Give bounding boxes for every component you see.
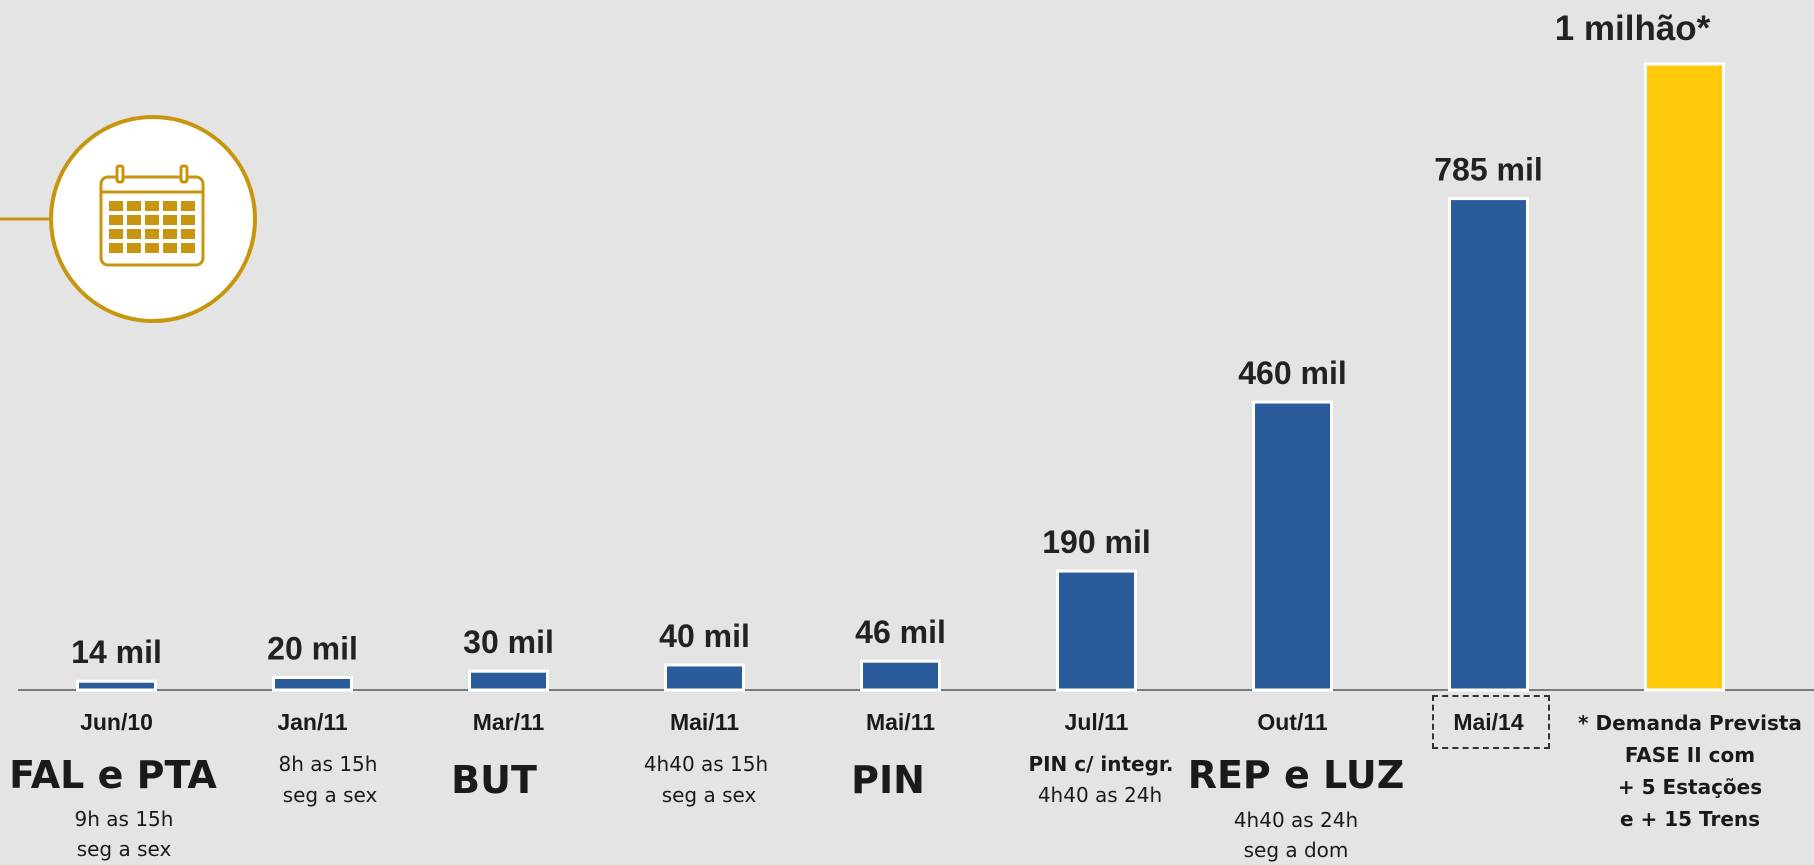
calendar-cell bbox=[109, 215, 123, 225]
category-label-2: Jan/11 bbox=[277, 709, 348, 735]
days-label-out11: seg a dom bbox=[1243, 838, 1349, 862]
calendar-cell bbox=[127, 215, 141, 225]
hours-label-mai11: 4h40 as 15h bbox=[643, 752, 769, 776]
category-label-7: Out/11 bbox=[1257, 709, 1328, 735]
category-label-5: Mai/11 bbox=[866, 709, 935, 735]
note-line-3: + 5 Estações bbox=[1617, 775, 1763, 799]
category-label-3: Mar/11 bbox=[473, 709, 545, 735]
station-label-but: BUT bbox=[451, 758, 537, 802]
days-label-mai11: seg a sex bbox=[661, 783, 757, 807]
calendar-cell bbox=[163, 201, 177, 211]
hours-label-jun10: 9h as 15h bbox=[74, 807, 174, 831]
station-label-pin-integr: PIN c/ integr. bbox=[1028, 752, 1174, 776]
value-label-1: 14 mil bbox=[71, 634, 162, 670]
calendar-cell bbox=[127, 243, 141, 253]
category-label-4: Mai/11 bbox=[670, 709, 739, 735]
value-label-9: 1 milhão* bbox=[1555, 9, 1711, 48]
days-label-jan11: seg a sex bbox=[282, 783, 378, 807]
calendar-cell bbox=[163, 243, 177, 253]
value-label-3: 30 mil bbox=[463, 624, 554, 660]
hours-label-out11: 4h40 as 24h bbox=[1233, 808, 1359, 832]
bar-6 bbox=[1056, 569, 1137, 692]
value-label-4: 40 mil bbox=[659, 618, 750, 654]
calendar-cell bbox=[163, 215, 177, 225]
note-line-2: FASE II com bbox=[1624, 743, 1756, 767]
calendar-cell bbox=[163, 229, 177, 239]
calendar-cell bbox=[145, 201, 159, 211]
note-line-4: e + 15 Trens bbox=[1619, 807, 1761, 831]
calendar-cell bbox=[109, 201, 123, 211]
station-label-fal-pta: FAL e PTA bbox=[9, 753, 217, 797]
forecast-note: * Demanda Prevista FASE II com + 5 Estaç… bbox=[1578, 707, 1802, 835]
bar-5 bbox=[860, 659, 941, 692]
hours-label-jan11: 8h as 15h bbox=[278, 752, 378, 776]
calendar-cell bbox=[109, 243, 123, 253]
bar-8 bbox=[1448, 197, 1529, 692]
value-label-2: 20 mil bbox=[267, 630, 358, 666]
days-label-jun10: seg a sex bbox=[76, 837, 172, 861]
station-label-rep-luz: REP e LUZ bbox=[1187, 753, 1405, 797]
calendar-cell bbox=[127, 201, 141, 211]
category-label-8: Mai/14 bbox=[1453, 709, 1524, 735]
category-label-1: Jun/10 bbox=[80, 709, 153, 735]
value-label-8: 785 mil bbox=[1434, 152, 1543, 188]
calendar-cell bbox=[109, 229, 123, 239]
calendar-badge bbox=[0, 115, 257, 323]
bar-2 bbox=[272, 675, 353, 692]
calendar-cell bbox=[181, 229, 195, 239]
highlight-box-mai14 bbox=[1432, 695, 1550, 749]
bar-9 bbox=[1644, 62, 1725, 692]
calendar-cell bbox=[127, 229, 141, 239]
calendar-cell bbox=[181, 201, 195, 211]
calendar-cell bbox=[145, 229, 159, 239]
value-label-5: 46 mil bbox=[855, 614, 946, 650]
station-label-pin: PIN bbox=[851, 758, 925, 802]
value-label-7: 460 mil bbox=[1238, 355, 1347, 391]
bar-1 bbox=[76, 679, 157, 692]
value-label-6: 190 mil bbox=[1042, 524, 1151, 560]
calendar-icon bbox=[99, 164, 205, 267]
calendar-cell bbox=[181, 243, 195, 253]
bar-4 bbox=[664, 663, 745, 692]
category-label-6: Jul/11 bbox=[1065, 709, 1129, 735]
calendar-cell bbox=[181, 215, 195, 225]
calendar-cell bbox=[145, 243, 159, 253]
note-line-1: * Demanda Prevista bbox=[1578, 711, 1802, 735]
bar-3 bbox=[468, 669, 549, 692]
bar-7 bbox=[1252, 400, 1333, 692]
calendar-cell bbox=[145, 215, 159, 225]
hours-label-jul11: 4h40 as 24h bbox=[1037, 783, 1163, 807]
